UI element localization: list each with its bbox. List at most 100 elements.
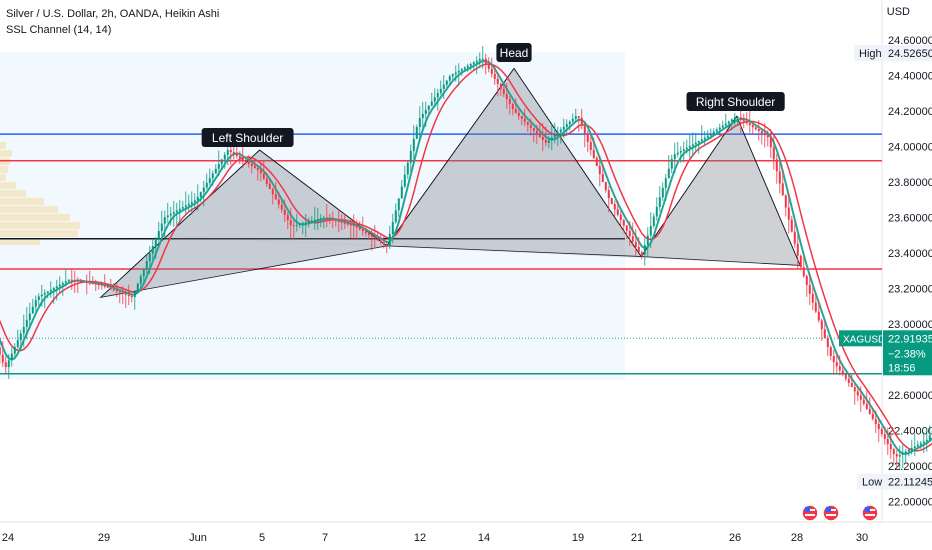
candle-body[interactable] [235, 154, 238, 157]
candle-body[interactable] [835, 362, 838, 367]
candle-body[interactable] [610, 198, 613, 205]
candle-body[interactable] [118, 291, 121, 293]
candle-body[interactable] [586, 133, 589, 142]
candle-body[interactable] [769, 137, 772, 148]
candle-body[interactable] [580, 117, 583, 126]
candle-body[interactable] [784, 195, 787, 208]
candle-body[interactable] [274, 194, 277, 200]
head-label-box[interactable] [496, 43, 532, 62]
candle-body[interactable] [391, 222, 394, 235]
candle-body[interactable] [121, 292, 124, 294]
candle-body[interactable] [808, 284, 811, 294]
candle-body[interactable] [61, 282, 64, 285]
candle-body[interactable] [685, 147, 688, 150]
candle-body[interactable] [802, 267, 805, 277]
candle-body[interactable] [154, 238, 157, 247]
candle-body[interactable] [643, 245, 646, 255]
candle-body[interactable] [373, 236, 376, 239]
candle-body[interactable] [712, 131, 715, 134]
candle-body[interactable] [88, 282, 91, 284]
candle-body[interactable] [28, 313, 31, 321]
candle-body[interactable] [532, 127, 535, 131]
candle-body[interactable] [43, 293, 46, 295]
candle-body[interactable] [244, 160, 247, 163]
candle-body[interactable] [709, 133, 712, 136]
candle-body[interactable] [757, 129, 760, 132]
candle-body[interactable] [727, 121, 730, 124]
candle-body[interactable] [856, 391, 859, 396]
candle-body[interactable] [688, 145, 691, 148]
candle-body[interactable] [526, 121, 529, 125]
candle-body[interactable] [766, 135, 769, 138]
candle-body[interactable] [58, 284, 61, 287]
candle-body[interactable] [400, 186, 403, 199]
candle-body[interactable] [73, 280, 76, 282]
candle-body[interactable] [337, 221, 340, 223]
candle-body[interactable] [754, 127, 757, 130]
candle-body[interactable] [523, 118, 526, 122]
candle-body[interactable] [4, 362, 7, 368]
candle-body[interactable] [430, 101, 433, 106]
candle-body[interactable] [346, 223, 349, 225]
candle-body[interactable] [439, 88, 442, 94]
candle-body[interactable] [658, 197, 661, 207]
candle-body[interactable] [325, 217, 328, 219]
candle-body[interactable] [505, 93, 508, 99]
candle-body[interactable] [901, 453, 904, 455]
candle-body[interactable] [838, 366, 841, 371]
candle-body[interactable] [499, 83, 502, 89]
candle-body[interactable] [223, 154, 226, 160]
candle-body[interactable] [220, 159, 223, 165]
candle-body[interactable] [796, 243, 799, 256]
candle-body[interactable] [598, 165, 601, 175]
candle-body[interactable] [916, 444, 919, 447]
candle-body[interactable] [628, 230, 631, 237]
candle-body[interactable] [820, 320, 823, 330]
candle-body[interactable] [370, 234, 373, 237]
candle-body[interactable] [310, 220, 313, 222]
candle-body[interactable] [238, 156, 241, 159]
candle-body[interactable] [397, 198, 400, 211]
candle-body[interactable] [538, 133, 541, 137]
candle-body[interactable] [199, 192, 202, 197]
candle-body[interactable] [817, 311, 820, 321]
candle-body[interactable] [247, 162, 250, 165]
candle-body[interactable] [562, 126, 565, 130]
candle-body[interactable] [814, 302, 817, 312]
candle-body[interactable] [568, 121, 571, 125]
candle-body[interactable] [793, 231, 796, 244]
candle-body[interactable] [451, 74, 454, 77]
left-shoulder-label-box[interactable] [201, 128, 294, 147]
candle-body[interactable] [655, 206, 658, 217]
right-shoulder-label-box[interactable] [686, 92, 785, 111]
candle-body[interactable] [316, 219, 319, 221]
candle-body[interactable] [409, 150, 412, 163]
candle-body[interactable] [415, 127, 418, 139]
candle-body[interactable] [283, 209, 286, 215]
candle-body[interactable] [760, 131, 763, 134]
candle-body[interactable] [649, 226, 652, 236]
candle-body[interactable] [214, 168, 217, 174]
candle-body[interactable] [631, 236, 634, 242]
candle-body[interactable] [577, 116, 580, 118]
candle-body[interactable] [778, 171, 781, 184]
candle-body[interactable] [517, 112, 520, 116]
candle-body[interactable] [34, 300, 37, 307]
candle-body[interactable] [583, 125, 586, 134]
candle-body[interactable] [82, 281, 85, 283]
candle-body[interactable] [922, 441, 925, 444]
candle-body[interactable] [874, 418, 877, 424]
candle-body[interactable] [679, 151, 682, 153]
candle-body[interactable] [772, 147, 775, 160]
candle-body[interactable] [907, 449, 910, 452]
candle-body[interactable] [304, 222, 307, 224]
candle-body[interactable] [622, 220, 625, 226]
candle-body[interactable] [892, 449, 895, 455]
candle-body[interactable] [745, 121, 748, 124]
candle-body[interactable] [787, 207, 790, 220]
candle-body[interactable] [178, 208, 181, 211]
candle-body[interactable] [829, 347, 832, 356]
candle-body[interactable] [445, 80, 448, 85]
candle-body[interactable] [748, 123, 751, 126]
candle-body[interactable] [187, 203, 190, 206]
